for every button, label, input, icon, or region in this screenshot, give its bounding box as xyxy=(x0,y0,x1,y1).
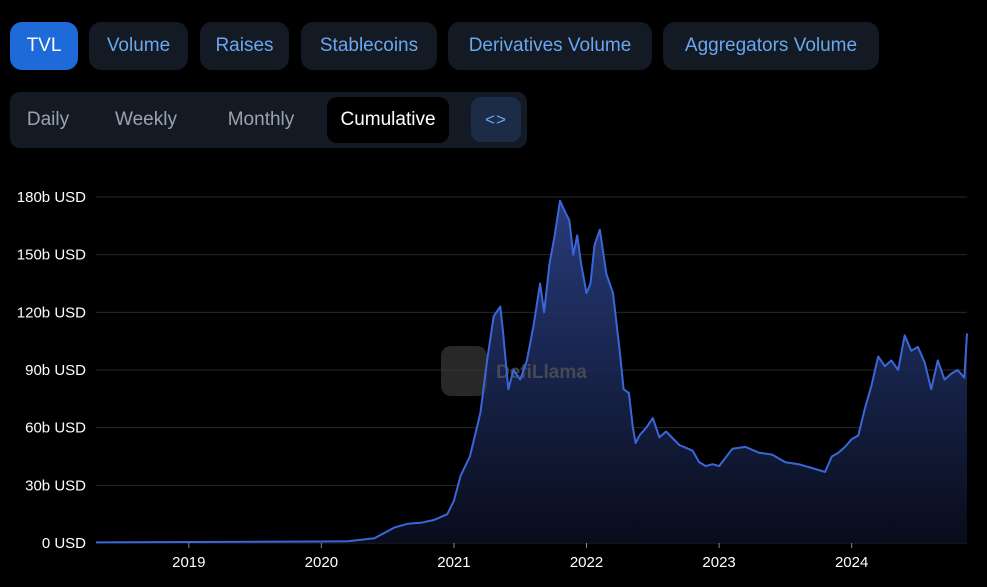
period-cumulative[interactable]: Cumulative xyxy=(327,97,449,143)
period-daily[interactable]: Daily xyxy=(26,109,70,130)
period-monthly[interactable]: Monthly xyxy=(227,109,295,130)
series-area xyxy=(96,200,967,544)
tab-volume[interactable]: Volume xyxy=(89,22,188,70)
y-axis: 0 USD 30b USD 60b USD 90b USD 120b USD 150b U… xyxy=(17,189,86,552)
x-tick-label: 2022 xyxy=(570,554,603,570)
watermark-text: DefiLlama xyxy=(496,362,587,383)
x-tick-label: 2020 xyxy=(305,554,338,570)
x-axis: 2019 2020 2021 2022 2023 2024 xyxy=(172,543,868,570)
x-tick-label: 2021 xyxy=(437,554,470,570)
y-tick-label: 0 USD xyxy=(42,535,86,552)
tab-stablecoins[interactable]: Stablecoins xyxy=(301,22,437,70)
y-tick-label: 150b USD xyxy=(17,247,86,264)
tvl-chart: 0 USD 30b USD 60b USD 90b USD 120b USD 150b U… xyxy=(17,189,968,570)
code-embed-icon[interactable]: <> xyxy=(471,97,521,142)
y-tick-label: 90b USD xyxy=(25,362,86,379)
x-tick-label: 2024 xyxy=(835,554,868,570)
x-tick-label: 2019 xyxy=(172,554,205,570)
llama-logo-icon xyxy=(441,346,487,396)
period-weekly[interactable]: Weekly xyxy=(115,109,177,130)
y-tick-label: 180b USD xyxy=(17,189,86,206)
tab-aggregators-volume[interactable]: Aggregators Volume xyxy=(663,22,879,70)
x-tick-label: 2023 xyxy=(702,554,735,570)
tab-tvl[interactable]: TVL xyxy=(10,22,78,70)
series-line xyxy=(95,199,968,544)
period-selector: Daily Weekly Monthly Cumulative <> xyxy=(10,92,527,148)
y-tick-label: 30b USD xyxy=(25,477,86,494)
y-tick-label: 60b USD xyxy=(25,420,86,437)
y-tick-label: 120b USD xyxy=(17,304,86,321)
tab-raises[interactable]: Raises xyxy=(200,22,289,70)
tab-derivatives-volume[interactable]: Derivatives Volume xyxy=(448,22,652,70)
